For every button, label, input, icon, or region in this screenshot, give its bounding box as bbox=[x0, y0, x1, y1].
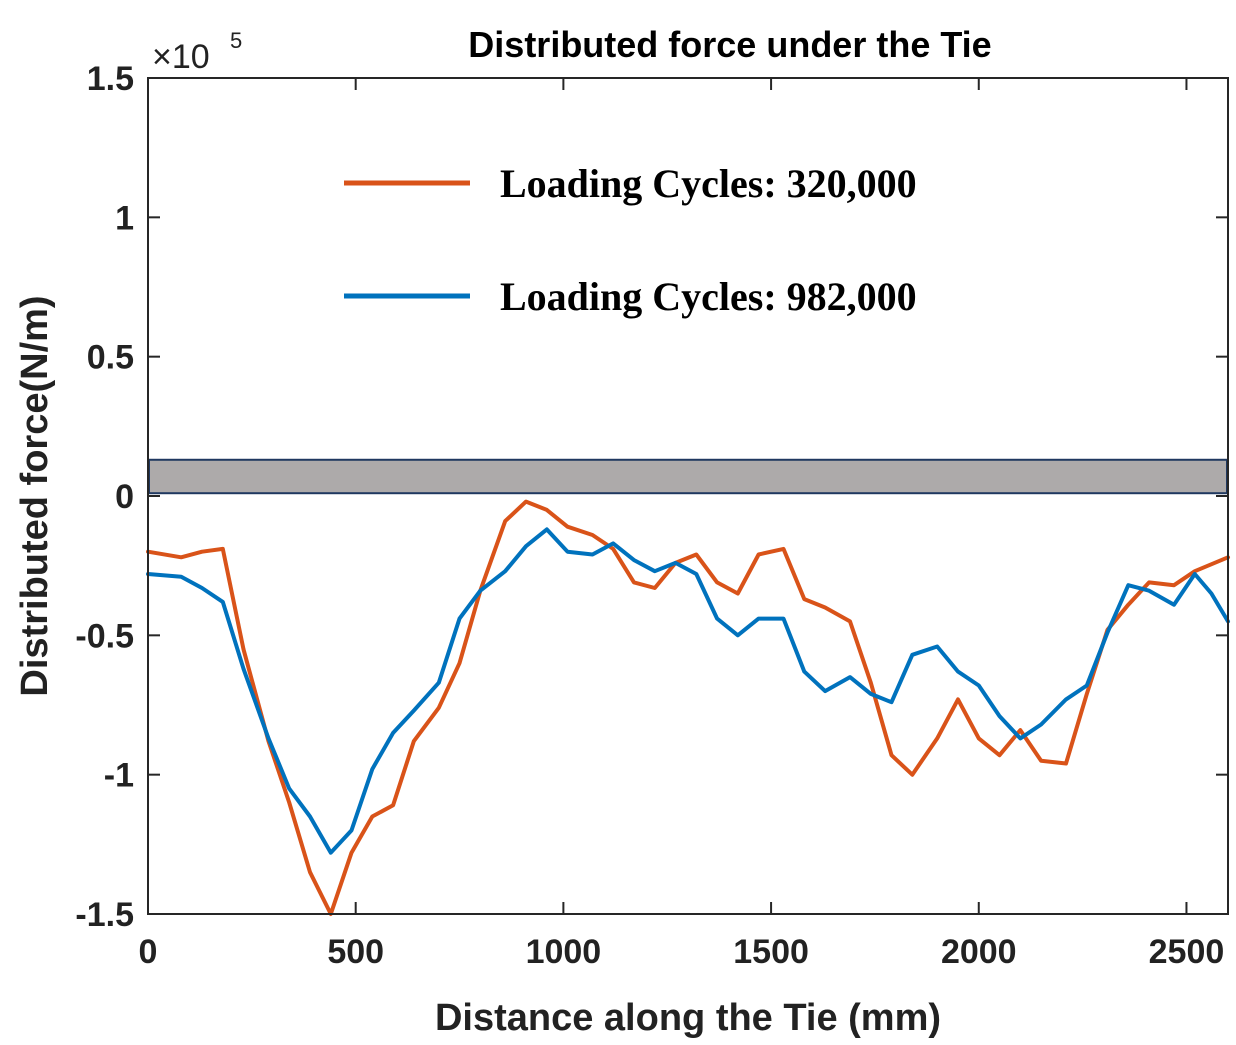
legend-label-1: Loading Cycles: 320,000 bbox=[500, 161, 917, 206]
x-tick-label: 1000 bbox=[526, 933, 602, 971]
series-line-1 bbox=[146, 499, 1230, 916]
shaded-band-layer bbox=[148, 458, 1228, 495]
y-tick-label: 0.5 bbox=[87, 339, 134, 377]
axes-layer: 0 500 1000 1500 2000 2500 -1.5 -1 -0.5 0 0.5 1 1.5 bbox=[75, 60, 1229, 971]
y-tick-label: -1 bbox=[104, 757, 134, 795]
series-layer bbox=[146, 499, 1230, 916]
shaded-band bbox=[148, 458, 1228, 495]
x-axis-label: Distance along the Tie (mm) bbox=[435, 997, 941, 1039]
y-tick-label: 0 bbox=[115, 478, 134, 516]
x-tick-label: 0 bbox=[139, 933, 158, 971]
x-tick-label: 500 bbox=[327, 933, 384, 971]
legend-label-2: Loading Cycles: 982,000 bbox=[500, 274, 917, 319]
y-axis-multiplier-exponent: 5 bbox=[230, 28, 242, 53]
x-tick-label: 1500 bbox=[733, 933, 809, 971]
x-tick-label: 2000 bbox=[941, 933, 1017, 971]
y-tick-label: -0.5 bbox=[75, 617, 134, 655]
y-tick-label: 1 bbox=[115, 199, 134, 237]
y-tick-label: 1.5 bbox=[87, 60, 134, 98]
legend: Loading Cycles: 320,000 Loading Cycles: 9… bbox=[344, 161, 917, 319]
y-axis-multiplier: ×10 bbox=[152, 38, 210, 76]
series-line-2 bbox=[146, 527, 1230, 855]
chart-title: Distributed force under the Tie bbox=[468, 24, 991, 65]
x-tick-label: 2500 bbox=[1149, 933, 1225, 971]
y-tick-label: -1.5 bbox=[75, 896, 134, 934]
y-axis-label: Distributed force(N/m) bbox=[14, 295, 56, 696]
